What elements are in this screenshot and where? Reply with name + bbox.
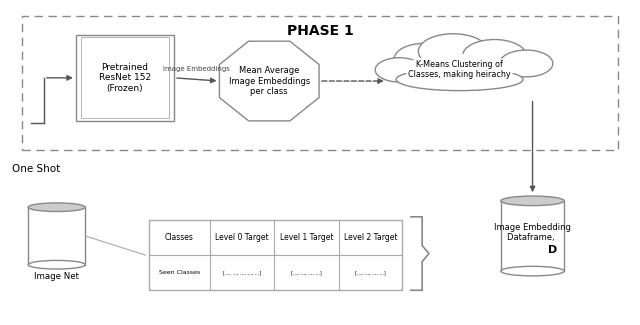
FancyBboxPatch shape [81,37,169,118]
Ellipse shape [396,68,523,91]
Ellipse shape [501,266,564,276]
Text: Image Embedding
Dataframe,: Image Embedding Dataframe, [494,223,571,242]
Text: [..., ..., ..., ...]: [..., ..., ..., ...] [355,270,386,275]
Text: K-Means Clustering of
Classes, making heirachy: K-Means Clustering of Classes, making he… [408,59,511,79]
Circle shape [463,40,526,72]
Ellipse shape [28,260,85,269]
Text: Image Net: Image Net [34,272,79,281]
Text: Level 2 Target: Level 2 Target [344,233,397,242]
Ellipse shape [28,203,85,212]
Text: Classes: Classes [164,233,193,242]
Circle shape [419,34,488,69]
Text: D: D [548,245,557,255]
FancyBboxPatch shape [148,220,403,290]
FancyBboxPatch shape [76,35,174,121]
FancyBboxPatch shape [22,16,618,150]
Circle shape [500,50,553,77]
Text: Image Embeddings: Image Embeddings [163,66,230,72]
Polygon shape [220,41,319,121]
Text: Pretrained
ResNet 152
(Frozen): Pretrained ResNet 152 (Frozen) [99,63,151,93]
Ellipse shape [390,60,529,92]
Circle shape [394,43,455,74]
FancyBboxPatch shape [501,201,564,271]
Text: Level 1 Target: Level 1 Target [280,233,333,242]
Text: Seen Classes: Seen Classes [159,270,200,275]
Text: Mean Average
Image Embeddings
per class: Mean Average Image Embeddings per class [228,66,310,96]
Text: Level 0 Target: Level 0 Target [215,233,269,242]
Text: [..., ..., ..., ...]: [..., ..., ..., ...] [291,270,322,275]
Ellipse shape [501,196,564,206]
Text: [..., ..., ..., ..., ...]: [..., ..., ..., ..., ...] [223,270,261,275]
Ellipse shape [403,54,516,83]
FancyBboxPatch shape [28,207,85,265]
Text: One Shot: One Shot [12,164,61,174]
Text: PHASE 1: PHASE 1 [287,23,353,38]
Circle shape [375,58,424,82]
